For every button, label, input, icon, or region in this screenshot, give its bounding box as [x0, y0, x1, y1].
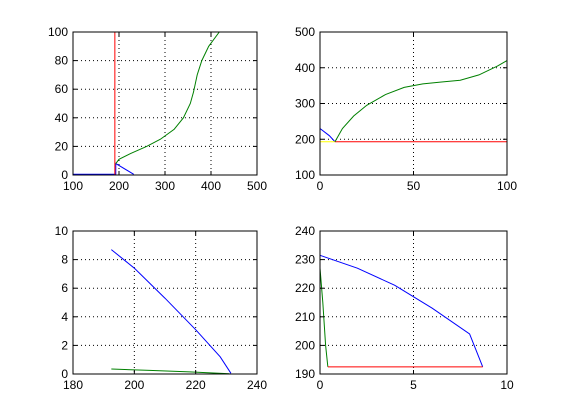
y-tick-label: 400: [295, 61, 315, 75]
x-tick-label: 220: [186, 378, 206, 392]
subplot-2: 0 50 100 100 200 300 400 500: [295, 25, 517, 193]
series-line-1: [111, 249, 232, 374]
x-tick-label: 5: [410, 378, 417, 392]
y-tick-label: 200: [295, 132, 315, 146]
subplot-4: 0 5 10 190 200 210 220 230 240: [295, 224, 514, 392]
y-tick-label: 190: [295, 367, 315, 381]
series-line-2: [111, 368, 230, 375]
x-tick-label: 100: [63, 179, 83, 193]
x-tick-label: 0: [317, 179, 324, 193]
x-tick-label: 500: [247, 179, 267, 193]
x-tick-label: 180: [63, 378, 83, 392]
x-tick-label: 50: [407, 179, 421, 193]
series-line-1: [319, 128, 336, 143]
axes-background: [73, 231, 257, 374]
x-tick-label: 240: [247, 378, 267, 392]
x-tick-label: 0: [317, 378, 324, 392]
y-tick-label: 300: [295, 97, 315, 111]
x-tick-label: 400: [201, 179, 221, 193]
axes-background: [73, 32, 257, 175]
y-tick-label: 80: [55, 54, 69, 68]
series-line-1: [319, 254, 484, 368]
y-tick-label: 10: [55, 224, 69, 238]
series-line-1: [73, 162, 134, 175]
x-tick-label: 300: [155, 179, 175, 193]
y-tick-label: 40: [55, 111, 69, 125]
y-tick-label: 6: [61, 281, 68, 295]
y-tick-label: 60: [55, 82, 69, 96]
x-tick-label: 10: [500, 378, 514, 392]
subplot-3: 180 200 220 240 0 2 4 6 8 10: [55, 224, 268, 392]
x-tick-label: 200: [109, 179, 129, 193]
y-tick-label: 220: [295, 281, 315, 295]
y-tick-label: 500: [295, 25, 315, 39]
series-line-2: [319, 268, 329, 367]
y-tick-label: 4: [61, 310, 68, 324]
x-tick-label: 200: [124, 378, 144, 392]
axes-background: [320, 231, 507, 374]
axes-frame: [72, 230, 258, 375]
axes-background: [320, 32, 507, 175]
y-tick-label: 2: [61, 338, 68, 352]
x-tick-label: 100: [497, 179, 517, 193]
y-tick-label: 8: [61, 253, 68, 267]
y-tick-label: 0: [61, 168, 68, 182]
y-tick-label: 100: [48, 25, 68, 39]
subplot-1: 100 200 300 400 500 0 20 40 60 80 100: [48, 25, 267, 193]
y-tick-label: 0: [61, 367, 68, 381]
y-tick-label: 100: [295, 168, 315, 182]
y-tick-label: 210: [295, 310, 315, 324]
y-tick-label: 240: [295, 224, 315, 238]
y-tick-label: 200: [295, 338, 315, 352]
series-line-3: [115, 31, 220, 164]
y-tick-label: 20: [55, 139, 69, 153]
series-line-4: [334, 60, 508, 142]
y-tick-label: 230: [295, 253, 315, 267]
